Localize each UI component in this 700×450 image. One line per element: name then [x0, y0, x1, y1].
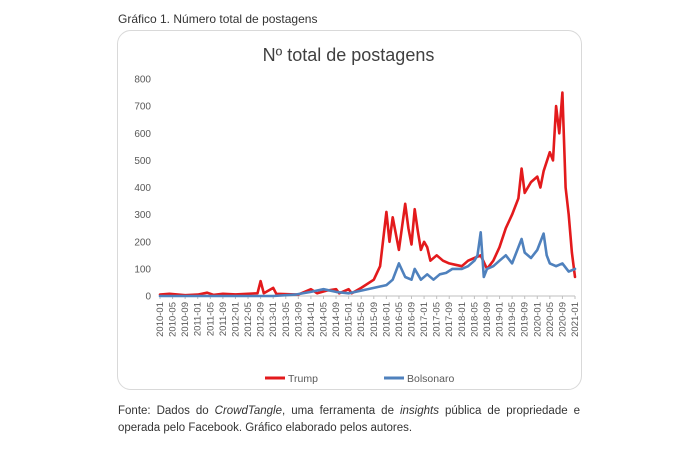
x-tick-label: 2019-05: [507, 302, 518, 337]
x-tick-label: 2016-09: [407, 302, 418, 337]
y-tick-label: 700: [134, 102, 151, 113]
x-tick-label: 2019-09: [520, 302, 531, 337]
x-tick-label: 2020-01: [532, 302, 543, 337]
x-tick-label: 2013-05: [281, 302, 292, 337]
x-tick-label: 2018-09: [482, 302, 493, 337]
x-tick-label: 2011-05: [205, 302, 216, 336]
y-tick-label: 800: [134, 75, 151, 86]
x-tick-label: 2011-01: [193, 302, 204, 336]
source-suffix: pública de propriedade e operada pelo Fa…: [118, 405, 581, 434]
source-prefix: Fonte: Dados do: [118, 405, 215, 417]
x-tick-label: 2015-09: [369, 302, 380, 337]
x-tick-label: 2014-05: [318, 302, 329, 337]
source-note: Fonte: Dados do CrowdTangle, uma ferrame…: [118, 403, 580, 437]
legend: Trump Bolsonaro: [265, 373, 454, 385]
x-tick-label: 2020-05: [545, 302, 556, 337]
x-tick-label: 2016-01: [381, 302, 392, 337]
y-tick-label: 200: [134, 237, 151, 248]
y-tick-label: 0: [145, 292, 151, 303]
x-tick-label: 2014-01: [306, 302, 317, 337]
series-line-trump: [158, 91, 577, 297]
x-tick-label: 2010-09: [180, 302, 191, 337]
x-tick-label: 2019-01: [495, 302, 506, 337]
x-tick-label: 2010-01: [155, 302, 166, 337]
legend-label-trump: Trump: [288, 373, 318, 385]
x-tick-label: 2017-09: [444, 302, 455, 337]
x-axis: 2010-01 2010-05 2010-09 2011-01 2011-05 2011-…: [155, 295, 581, 337]
series-layer: [158, 91, 577, 298]
y-tick-label: 500: [134, 156, 151, 167]
x-tick-label: 2020-09: [557, 302, 568, 337]
x-tick-label: 2016-05: [394, 302, 405, 337]
series-line-bolsonaro: [158, 231, 577, 298]
x-tick-label: 2010-05: [168, 302, 179, 337]
x-tick-label: 2013-09: [293, 302, 304, 337]
x-tick-label: 2011-09: [218, 302, 229, 336]
y-tick-label: 100: [134, 264, 151, 275]
x-tick-label: 2015-05: [356, 302, 367, 337]
y-tick-label: 400: [134, 183, 151, 194]
x-tick-label: 2013-01: [268, 302, 279, 337]
x-tick-label: 2017-05: [432, 302, 443, 337]
x-tick-label: 2012-01: [230, 302, 241, 337]
y-axis: 0 100 200 300 400 500 600 700 800: [134, 75, 151, 303]
x-tick-label: 2018-01: [457, 302, 468, 337]
legend-label-bolsonaro: Bolsonaro: [407, 373, 454, 385]
x-tick-label: 2012-05: [243, 302, 254, 337]
source-insights: insights: [399, 405, 439, 417]
source-middle: , uma ferramenta de: [282, 405, 400, 417]
x-tick-label: 2017-01: [419, 302, 430, 337]
figure-caption: Gráfico 1. Número total de postagens: [118, 12, 318, 26]
chart-frame: [117, 30, 582, 390]
x-tick-label: 2018-05: [469, 302, 480, 337]
y-tick-label: 600: [134, 129, 151, 140]
chart-title: Nº total de postagens: [262, 45, 435, 65]
source-crowdtangle: CrowdTangle: [214, 405, 282, 417]
x-tick-label: 2015-01: [344, 302, 355, 337]
y-tick-label: 300: [134, 210, 151, 221]
x-tick-label: 2021-01: [570, 302, 581, 337]
x-tick-label: 2014-09: [331, 302, 342, 337]
x-tick-label: 2012-09: [256, 302, 267, 337]
